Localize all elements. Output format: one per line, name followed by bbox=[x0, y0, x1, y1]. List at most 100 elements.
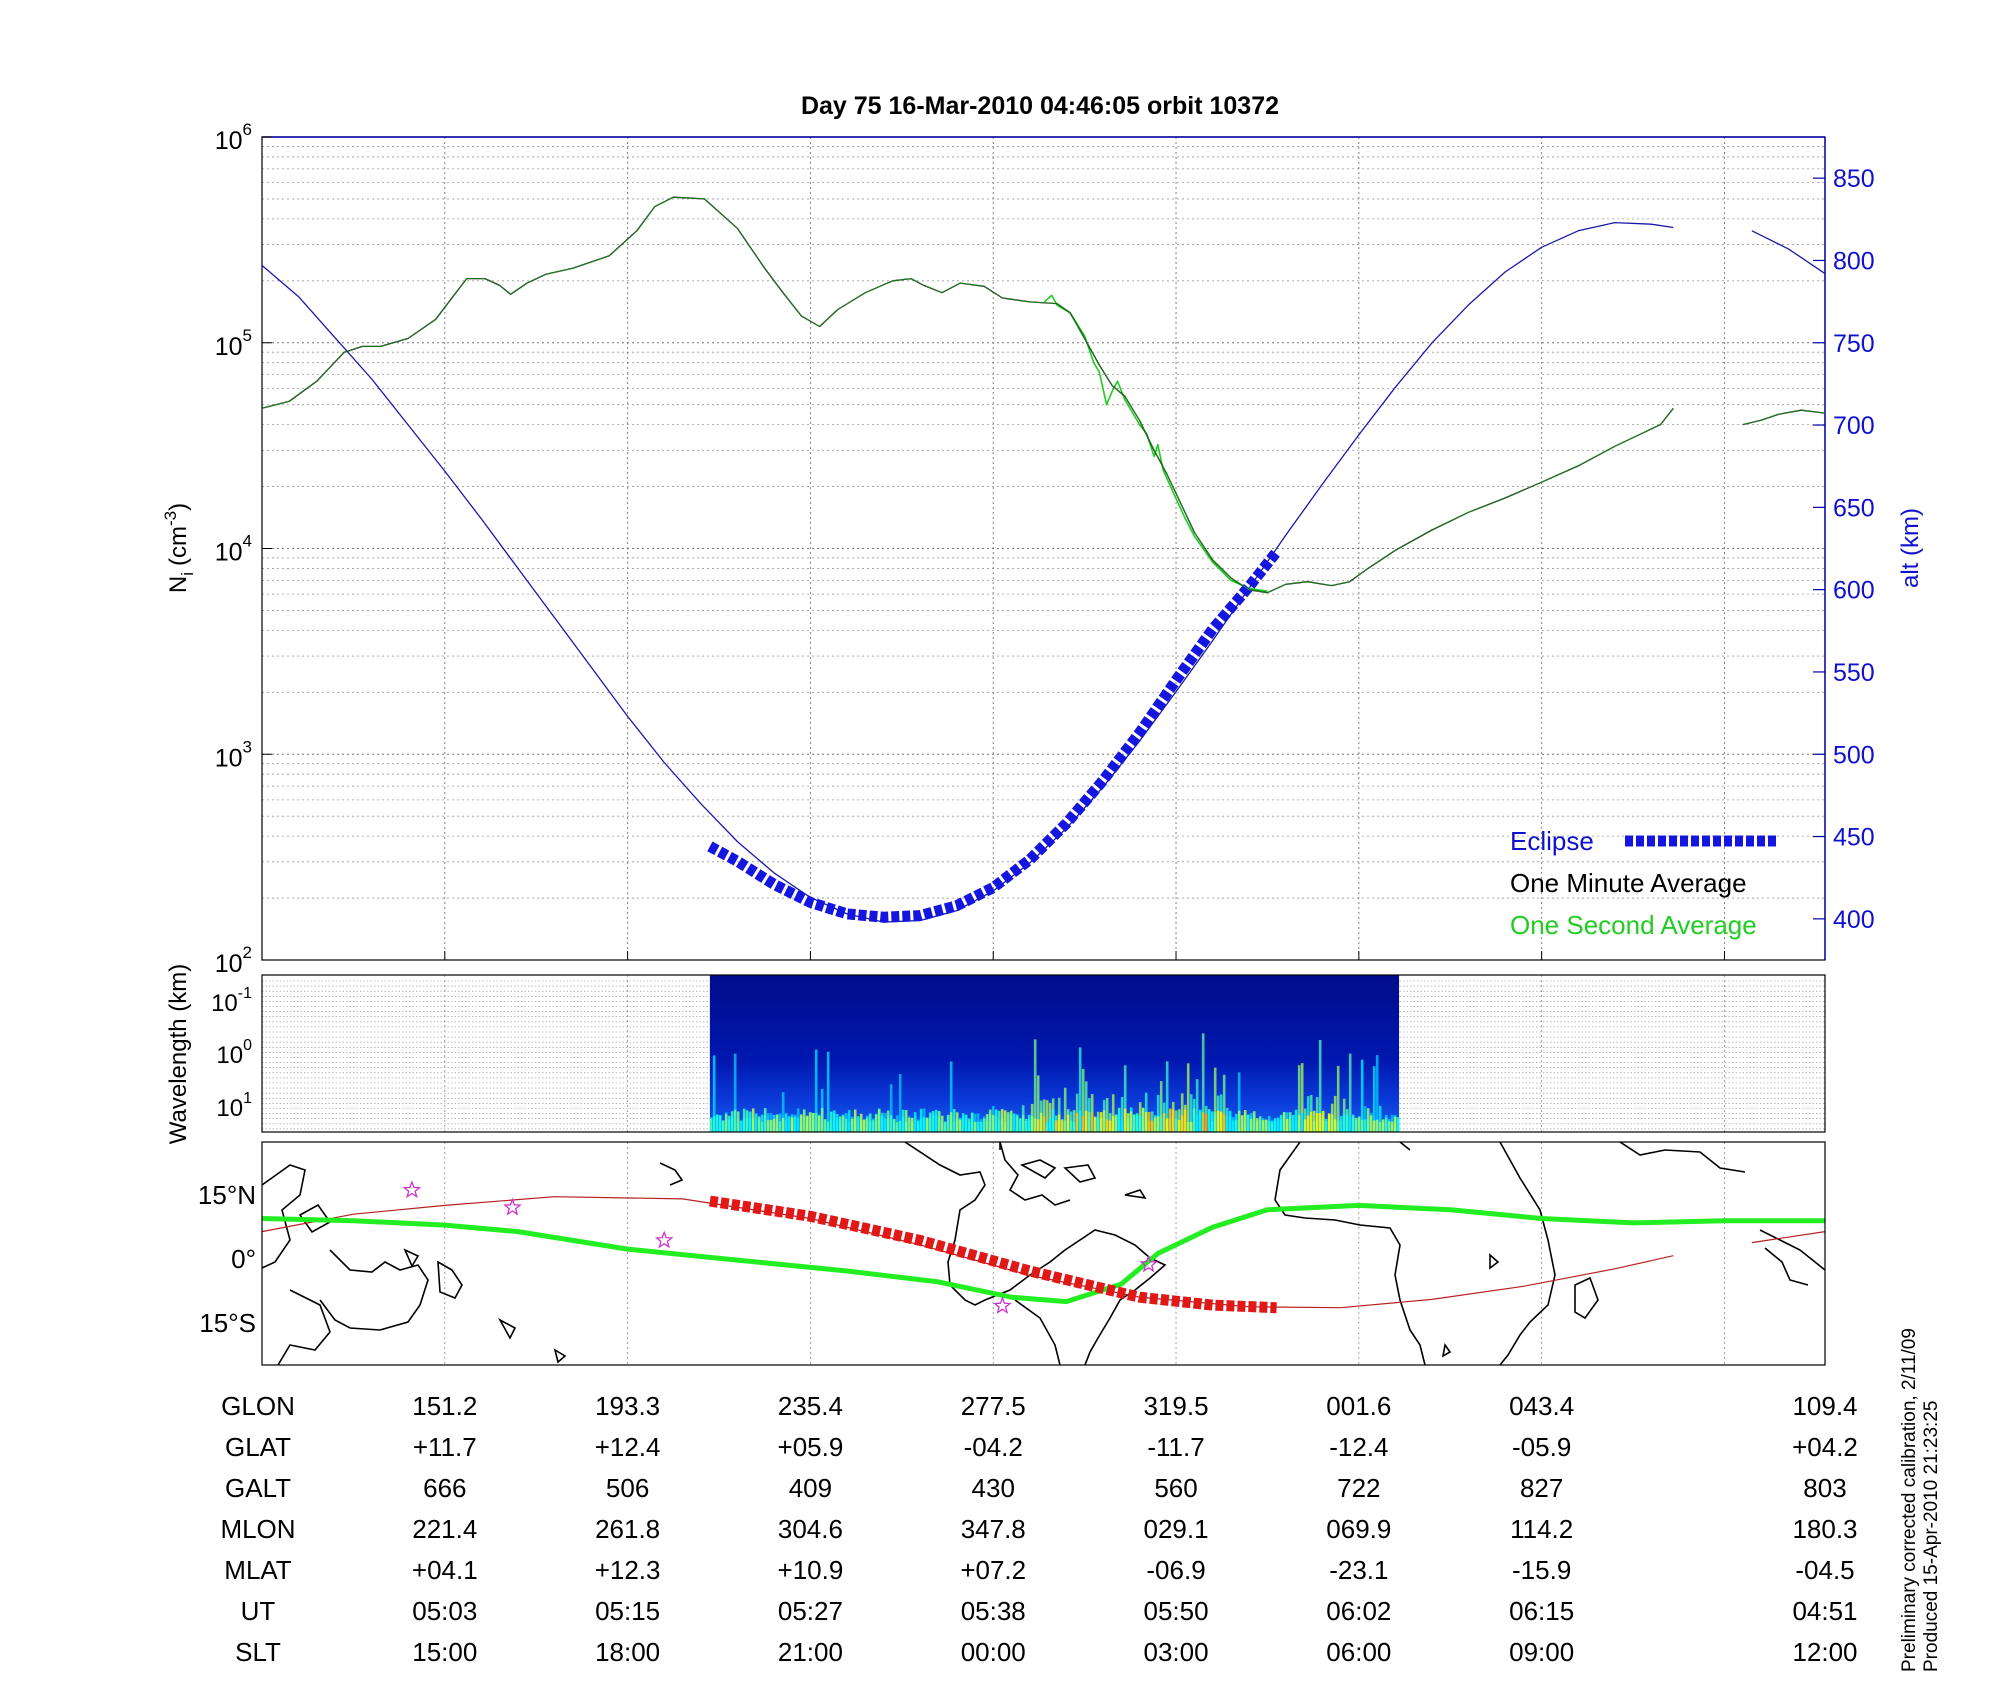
spectrogram-band bbox=[979, 1121, 983, 1132]
altitude-tick-label: 700 bbox=[1833, 412, 1875, 440]
spectrogram-band bbox=[985, 1114, 989, 1132]
table-row-label: GALT bbox=[225, 1473, 291, 1503]
spectrogram-band bbox=[907, 1117, 911, 1132]
spectrogram-y-label: Wavelength (km) bbox=[165, 964, 192, 1145]
spectrogram-band bbox=[934, 1109, 938, 1132]
spectrogram-band bbox=[1291, 1114, 1295, 1132]
spectrogram-column bbox=[1306, 1096, 1310, 1132]
spectrogram-band bbox=[1165, 1118, 1169, 1132]
one-second-line bbox=[1043, 294, 1268, 592]
table-cell: 560 bbox=[1154, 1473, 1197, 1503]
spectrogram-band bbox=[1354, 1117, 1358, 1132]
spectrogram-band bbox=[1120, 1120, 1124, 1132]
spectrogram-band bbox=[1261, 1120, 1265, 1132]
footnote-line-2: Produced 15-Apr-2010 21:23:25 bbox=[1921, 1401, 1942, 1672]
star-marker bbox=[654, 1230, 674, 1249]
table-cell: +12.4 bbox=[595, 1432, 661, 1462]
tick-exp: 1 bbox=[243, 1090, 252, 1107]
spectrogram-band bbox=[1129, 1111, 1133, 1132]
map-tracks bbox=[261, 1180, 1826, 1314]
spectrogram-band bbox=[712, 1116, 716, 1132]
spectrogram-band bbox=[1135, 1113, 1139, 1132]
table-cell: 409 bbox=[789, 1473, 832, 1503]
spectrogram-band bbox=[799, 1114, 803, 1132]
spectrogram-band bbox=[982, 1118, 986, 1132]
map-vertical-grid bbox=[444, 1142, 1725, 1365]
spectrogram-column bbox=[1318, 1040, 1322, 1132]
spectrogram-band bbox=[1189, 1121, 1193, 1132]
spectrogram-band bbox=[718, 1115, 722, 1132]
legend-one-second-label: One Second Average bbox=[1510, 910, 1757, 940]
spectrogram-band bbox=[1372, 1120, 1376, 1132]
tick-base: 10 bbox=[215, 950, 243, 978]
spectrogram-band bbox=[790, 1117, 794, 1132]
spectrogram-band bbox=[931, 1111, 935, 1132]
map-y-ticks: 15°N 0° 15°S bbox=[198, 1180, 256, 1338]
spectrogram-band bbox=[1366, 1108, 1370, 1132]
table-row-label: MLAT bbox=[224, 1555, 292, 1585]
tick-exp: 3 bbox=[243, 737, 252, 756]
spectrogram-column bbox=[1372, 1066, 1376, 1132]
spectrogram-band bbox=[817, 1115, 821, 1132]
density-tick-label: 102 bbox=[215, 943, 252, 978]
spectrogram-band bbox=[739, 1120, 743, 1132]
spectrogram-band bbox=[1258, 1116, 1262, 1132]
spectrogram-column bbox=[1036, 1075, 1040, 1132]
spectrogram-column bbox=[1123, 1065, 1127, 1132]
spectrogram-band bbox=[781, 1117, 785, 1132]
spectrogram-band bbox=[1396, 1117, 1400, 1132]
spectrogram-band bbox=[1156, 1116, 1160, 1132]
spectrogram-column bbox=[1237, 1072, 1241, 1132]
spectrogram-band bbox=[859, 1113, 863, 1132]
spectrogram-band bbox=[1009, 1110, 1013, 1132]
spectrogram-column bbox=[1111, 1094, 1115, 1132]
tick-base: 10 bbox=[216, 1095, 243, 1122]
star-marker bbox=[1139, 1254, 1158, 1273]
tick-base: 10 bbox=[215, 539, 243, 567]
spectrogram-band bbox=[1153, 1117, 1157, 1132]
table-cell: 221.4 bbox=[412, 1514, 477, 1544]
spectrogram-band bbox=[1168, 1108, 1172, 1132]
table-row-label: MLON bbox=[220, 1514, 295, 1544]
spectrogram-band bbox=[856, 1116, 860, 1132]
spectrogram-band bbox=[721, 1120, 725, 1132]
spectrogram-band bbox=[1393, 1117, 1397, 1132]
spectrogram-band bbox=[943, 1122, 947, 1132]
density-y-label: Ni (cm-3) bbox=[161, 503, 197, 593]
spectrogram-column bbox=[1363, 1106, 1367, 1132]
thin-track-tail bbox=[1751, 1231, 1826, 1244]
spectrogram-band bbox=[940, 1115, 944, 1132]
spectrogram-band bbox=[1327, 1113, 1331, 1132]
spectrogram-band bbox=[1237, 1110, 1241, 1132]
spectrogram-band bbox=[754, 1114, 758, 1132]
spectrogram-column bbox=[1375, 1055, 1379, 1132]
altitude-y-label: alt (km) bbox=[1897, 508, 1924, 588]
wavelength-tick-label: 101 bbox=[216, 1090, 252, 1122]
spectrogram-band bbox=[793, 1117, 797, 1132]
spectrogram-column bbox=[712, 1055, 716, 1132]
spectrogram-band bbox=[871, 1120, 875, 1132]
spectrogram-band bbox=[892, 1119, 896, 1132]
spectrogram-band bbox=[727, 1115, 731, 1132]
legend-one-minute-label: One Minute Average bbox=[1510, 868, 1747, 898]
spectrogram-column bbox=[1348, 1053, 1352, 1132]
table-cell: 347.8 bbox=[961, 1514, 1026, 1544]
spectrogram-band bbox=[1213, 1112, 1217, 1132]
tick-exp: -1 bbox=[238, 985, 252, 1002]
spectrogram-band bbox=[763, 1108, 767, 1132]
spectrogram-band bbox=[1210, 1111, 1214, 1132]
spectrogram-column bbox=[1189, 1094, 1193, 1132]
ylabel-unit: (cm bbox=[165, 526, 192, 566]
spectrogram-band bbox=[1321, 1110, 1325, 1132]
table-cell: -04.2 bbox=[964, 1432, 1023, 1462]
footnote-line-1: Preliminary corrected calibration, 2/11/… bbox=[1899, 1328, 1920, 1672]
spectrogram-band bbox=[1216, 1110, 1220, 1132]
table-cell: 05:15 bbox=[595, 1596, 660, 1626]
spectrogram-band bbox=[1351, 1114, 1355, 1132]
spectrogram-band bbox=[1267, 1121, 1271, 1132]
spectrogram-band bbox=[835, 1114, 839, 1132]
spectrogram-band bbox=[1225, 1116, 1229, 1132]
spectrogram-band bbox=[832, 1110, 836, 1132]
spectrogram-band bbox=[769, 1119, 773, 1132]
